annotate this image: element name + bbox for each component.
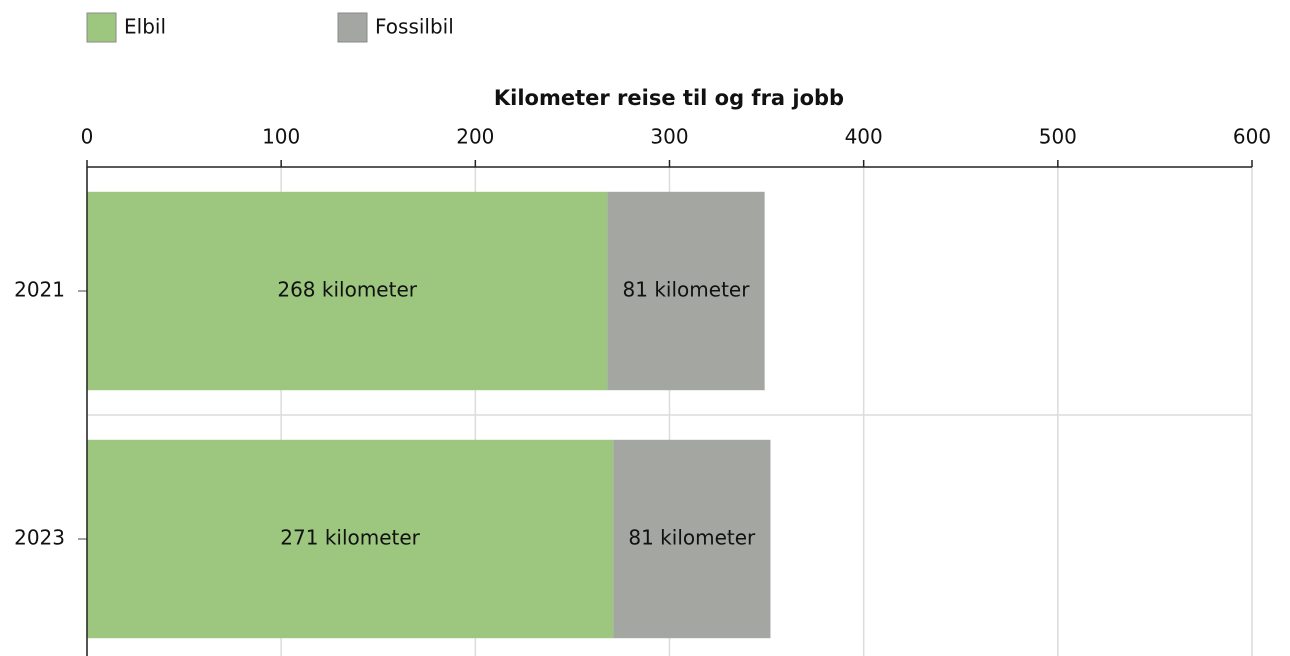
bar-segment <box>613 439 771 639</box>
x-tick-label: 300 <box>650 125 688 149</box>
x-tick-label: 100 <box>262 125 300 149</box>
y-tick-label: 2023 <box>14 526 65 550</box>
legend-swatch <box>337 12 368 43</box>
bar-segment <box>87 439 614 639</box>
x-tick-label: 600 <box>1233 125 1271 149</box>
x-tick-label: 0 <box>81 125 94 149</box>
legend-swatch <box>86 12 117 43</box>
value-label: 81 kilometer <box>628 526 756 550</box>
bar-segment <box>87 191 608 391</box>
y-tick-label: 2021 <box>14 278 65 302</box>
value-label: 268 kilometer <box>277 278 417 302</box>
legend-label: Fossilbil <box>375 15 454 39</box>
bar-segment <box>607 191 765 391</box>
value-label: 271 kilometer <box>280 526 420 550</box>
x-tick-label: 200 <box>456 125 494 149</box>
x-tick-label: 500 <box>1039 125 1077 149</box>
value-label: 81 kilometer <box>623 278 751 302</box>
chart-title: Kilometer reise til og fra jobb <box>494 86 844 110</box>
legend-label: Elbil <box>124 15 166 39</box>
x-tick-label: 400 <box>845 125 883 149</box>
